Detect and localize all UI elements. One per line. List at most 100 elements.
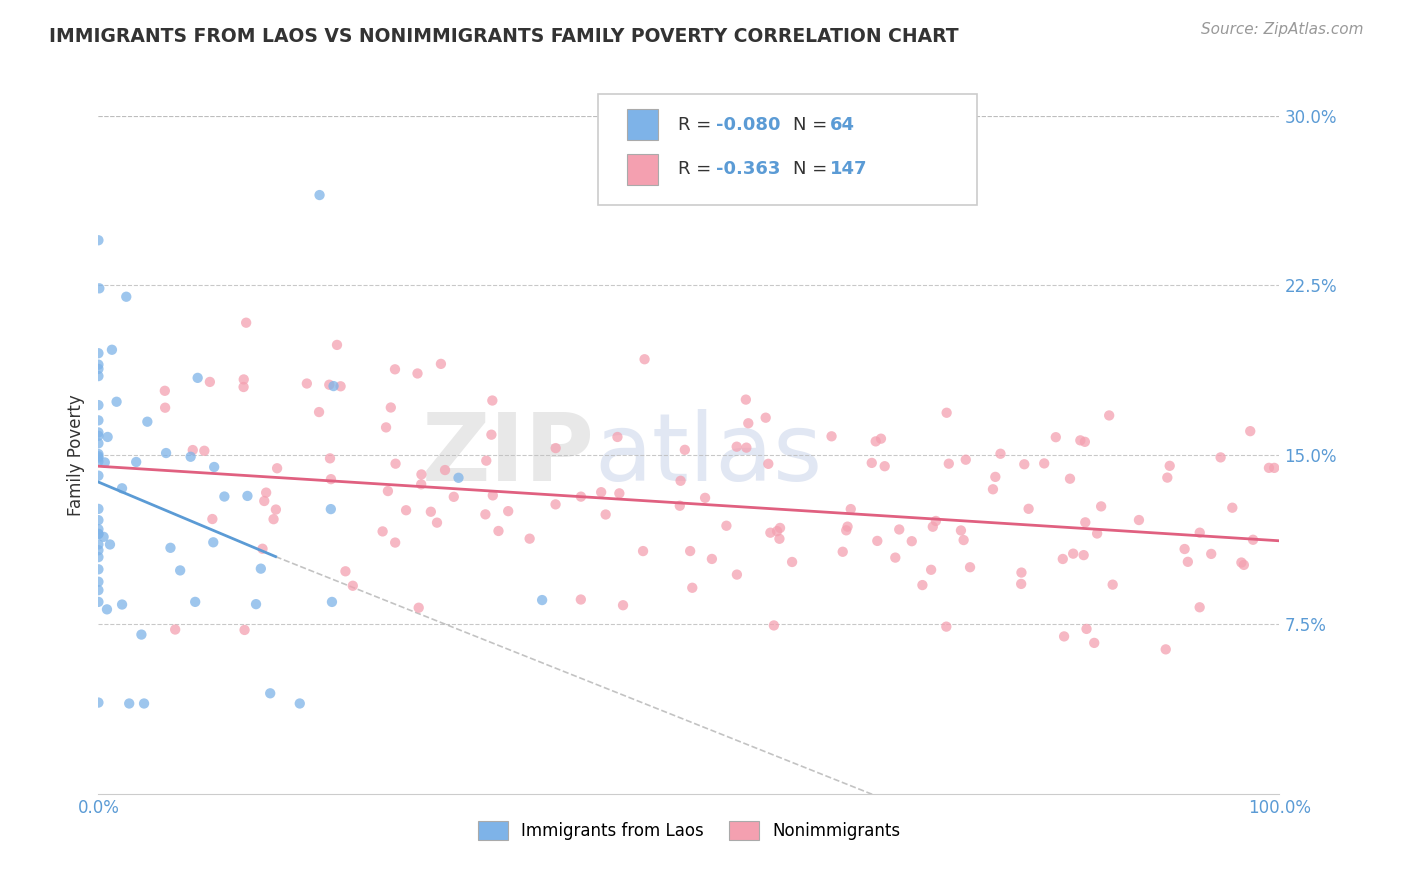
Point bbox=[835, 524, 858, 538]
Point bbox=[949, 524, 972, 538]
Point bbox=[87, 527, 110, 541]
Point bbox=[673, 442, 696, 457]
Point bbox=[1188, 600, 1211, 615]
Text: R =: R = bbox=[678, 116, 717, 134]
Point bbox=[87, 513, 110, 527]
Point bbox=[101, 343, 124, 357]
Point bbox=[938, 457, 960, 471]
Point bbox=[118, 697, 141, 711]
Point bbox=[235, 316, 257, 330]
Point bbox=[755, 410, 778, 425]
Point bbox=[595, 508, 617, 522]
Point bbox=[737, 417, 759, 431]
Point bbox=[96, 602, 118, 616]
Point bbox=[569, 490, 592, 504]
Point bbox=[94, 455, 117, 469]
Point bbox=[769, 521, 792, 535]
Point bbox=[716, 518, 738, 533]
Point bbox=[1233, 558, 1256, 572]
Point bbox=[263, 512, 285, 526]
Point bbox=[250, 562, 273, 576]
Point bbox=[735, 441, 758, 455]
Point bbox=[319, 502, 342, 516]
Point bbox=[131, 627, 153, 641]
Point bbox=[1177, 555, 1199, 569]
Point bbox=[606, 430, 628, 444]
Point bbox=[1098, 409, 1121, 423]
Point bbox=[935, 620, 957, 634]
Point bbox=[426, 516, 449, 530]
Point bbox=[1074, 516, 1097, 530]
Point bbox=[319, 451, 342, 466]
Point bbox=[920, 563, 942, 577]
Point bbox=[232, 380, 254, 394]
Point bbox=[193, 443, 215, 458]
Point bbox=[395, 503, 418, 517]
Point bbox=[97, 430, 120, 444]
Point bbox=[544, 497, 567, 511]
Point bbox=[87, 543, 110, 558]
Point bbox=[959, 560, 981, 574]
Point bbox=[87, 550, 110, 565]
Y-axis label: Family Poverty: Family Poverty bbox=[66, 394, 84, 516]
Point bbox=[288, 697, 311, 711]
Point bbox=[1220, 500, 1243, 515]
Point bbox=[111, 598, 134, 612]
Point bbox=[831, 545, 853, 559]
Point bbox=[87, 233, 110, 247]
Point bbox=[87, 537, 110, 551]
Point bbox=[443, 490, 465, 504]
Text: R =: R = bbox=[678, 161, 717, 178]
Point bbox=[408, 600, 430, 615]
Legend: Immigrants from Laos, Nonimmigrants: Immigrants from Laos, Nonimmigrants bbox=[471, 814, 907, 847]
Point bbox=[384, 457, 406, 471]
Point bbox=[87, 413, 110, 427]
Point bbox=[214, 490, 236, 504]
Point bbox=[87, 574, 110, 589]
Point bbox=[820, 429, 842, 443]
Point bbox=[591, 485, 613, 500]
Point bbox=[447, 471, 470, 485]
Point bbox=[232, 372, 254, 386]
Point bbox=[1230, 556, 1253, 570]
Point bbox=[430, 357, 453, 371]
Point bbox=[1174, 541, 1197, 556]
Point bbox=[496, 504, 519, 518]
Point bbox=[87, 696, 110, 710]
Point bbox=[531, 593, 554, 607]
Point bbox=[873, 459, 896, 474]
Point bbox=[132, 697, 155, 711]
Point bbox=[1018, 501, 1040, 516]
Point bbox=[111, 481, 134, 495]
Point bbox=[1128, 513, 1150, 527]
Point bbox=[925, 514, 948, 528]
Point bbox=[406, 367, 429, 381]
Point bbox=[519, 532, 541, 546]
Point bbox=[981, 483, 1004, 497]
Point bbox=[681, 581, 703, 595]
Point bbox=[837, 519, 859, 533]
Point bbox=[860, 456, 883, 470]
Point bbox=[87, 502, 110, 516]
Point bbox=[184, 595, 207, 609]
Point bbox=[371, 524, 394, 539]
Point bbox=[87, 425, 110, 440]
Point bbox=[1156, 470, 1178, 484]
Point bbox=[308, 188, 330, 202]
Point bbox=[1076, 622, 1098, 636]
Point bbox=[87, 346, 110, 360]
Point bbox=[87, 454, 110, 468]
Text: 147: 147 bbox=[830, 161, 868, 178]
Text: -0.363: -0.363 bbox=[716, 161, 780, 178]
Point bbox=[488, 524, 510, 538]
Text: -0.080: -0.080 bbox=[716, 116, 780, 134]
Point bbox=[153, 401, 176, 415]
Text: Source: ZipAtlas.com: Source: ZipAtlas.com bbox=[1201, 22, 1364, 37]
Point bbox=[1241, 533, 1264, 547]
Point bbox=[984, 470, 1007, 484]
Point bbox=[1154, 642, 1177, 657]
Point bbox=[335, 564, 357, 578]
Point bbox=[482, 488, 505, 502]
Point bbox=[725, 567, 748, 582]
Point bbox=[198, 375, 221, 389]
